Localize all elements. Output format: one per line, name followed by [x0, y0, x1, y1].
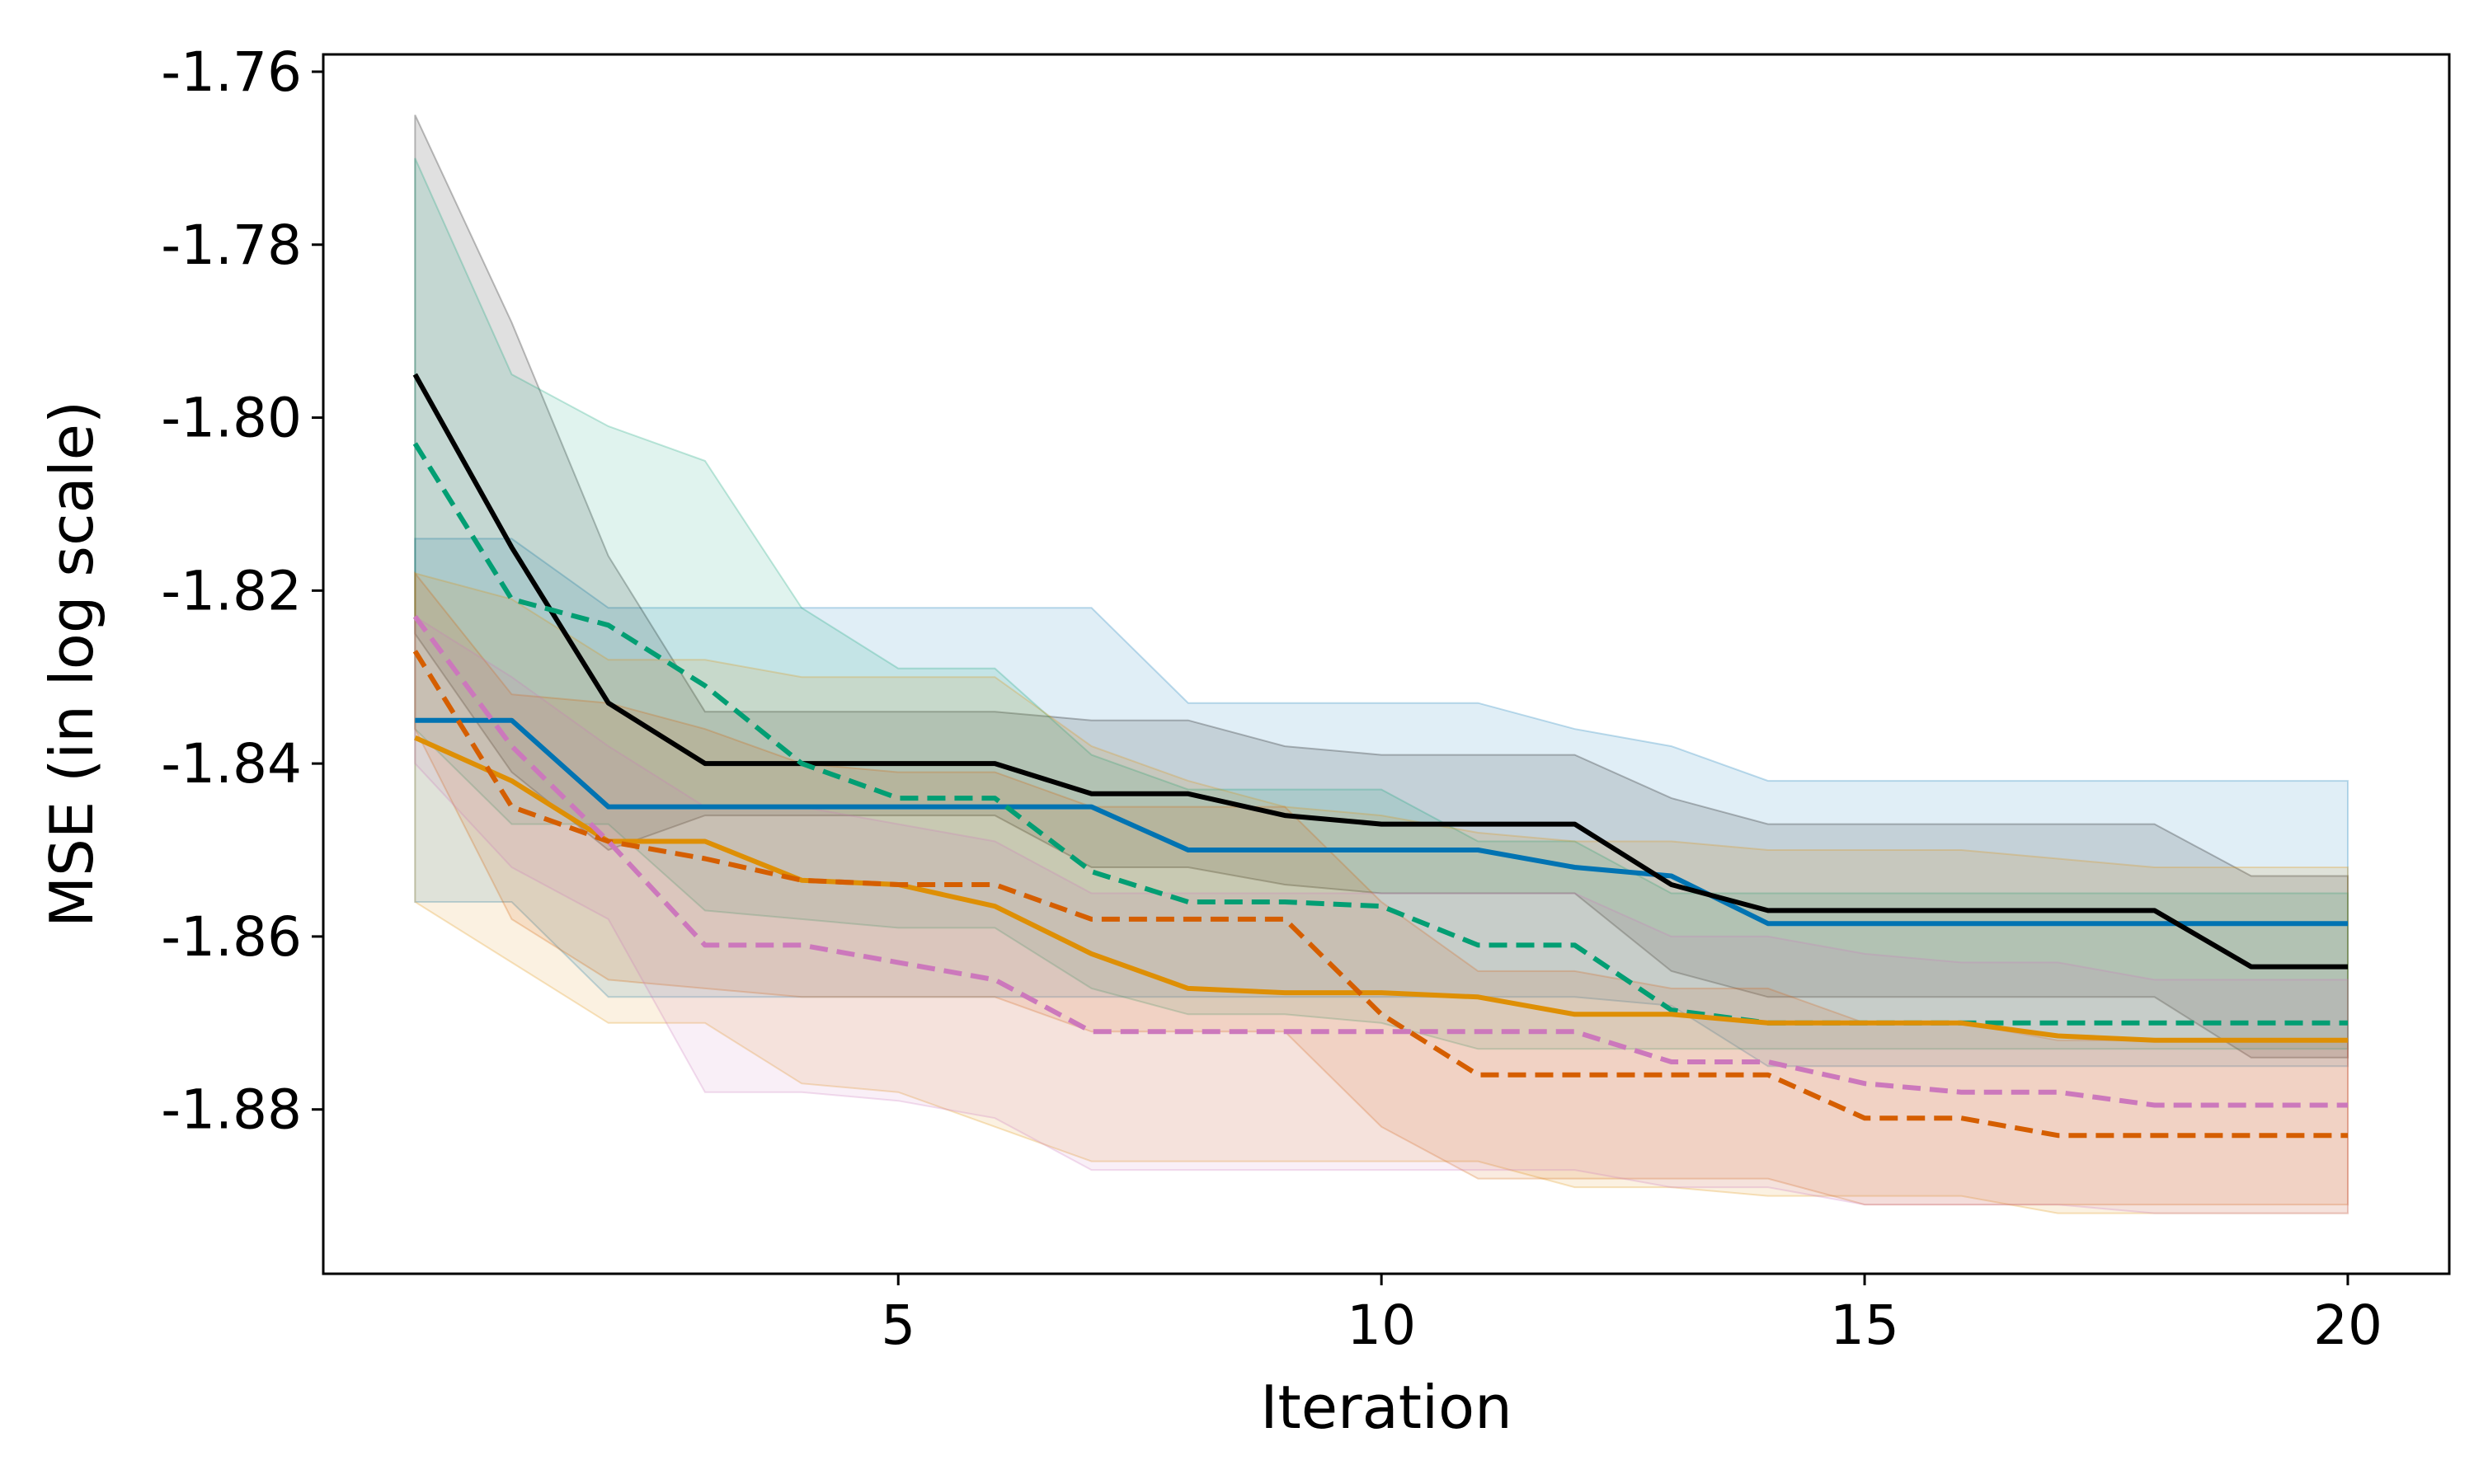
y-tick-label: -1.88 — [161, 1078, 302, 1142]
band-orange — [414, 572, 2349, 1214]
line-blue — [415, 717, 2348, 927]
y-tick-label: -1.82 — [161, 559, 302, 622]
line-green — [412, 442, 2348, 1026]
band-pink — [414, 614, 2349, 1214]
y-tick-label: -1.86 — [161, 905, 302, 969]
confidence-bands — [414, 114, 2349, 1214]
y-tick-label: -1.80 — [161, 387, 302, 450]
band-green — [414, 157, 2349, 1050]
y-axis-ticks: -1.76 -1.78 -1.80 -1.82 -1.84 -1.86 -1.88 — [161, 40, 323, 1142]
x-tick-label: 10 — [1347, 1294, 1416, 1357]
line-orange — [414, 735, 2348, 1043]
line-black — [412, 373, 2348, 970]
series-lines — [412, 373, 2348, 1139]
y-axis-label: MSE (in log scale) — [37, 401, 106, 928]
y-tick-label: -1.78 — [161, 214, 302, 277]
x-tick-label: 15 — [1830, 1294, 1899, 1357]
x-axis-label: Iteration — [1260, 1373, 1512, 1442]
y-tick-label: -1.76 — [161, 40, 302, 104]
x-tick-label: 20 — [2313, 1294, 2382, 1357]
line-pink — [412, 615, 2348, 1108]
y-tick-label: -1.84 — [161, 732, 302, 796]
band-blue — [414, 538, 2349, 1068]
line-vermillion — [412, 650, 2348, 1139]
band-black — [414, 114, 2349, 1059]
x-tick-label: 5 — [881, 1294, 915, 1357]
x-axis-ticks: 5 10 15 20 — [881, 1274, 2382, 1357]
plot-frame — [322, 53, 2451, 1275]
